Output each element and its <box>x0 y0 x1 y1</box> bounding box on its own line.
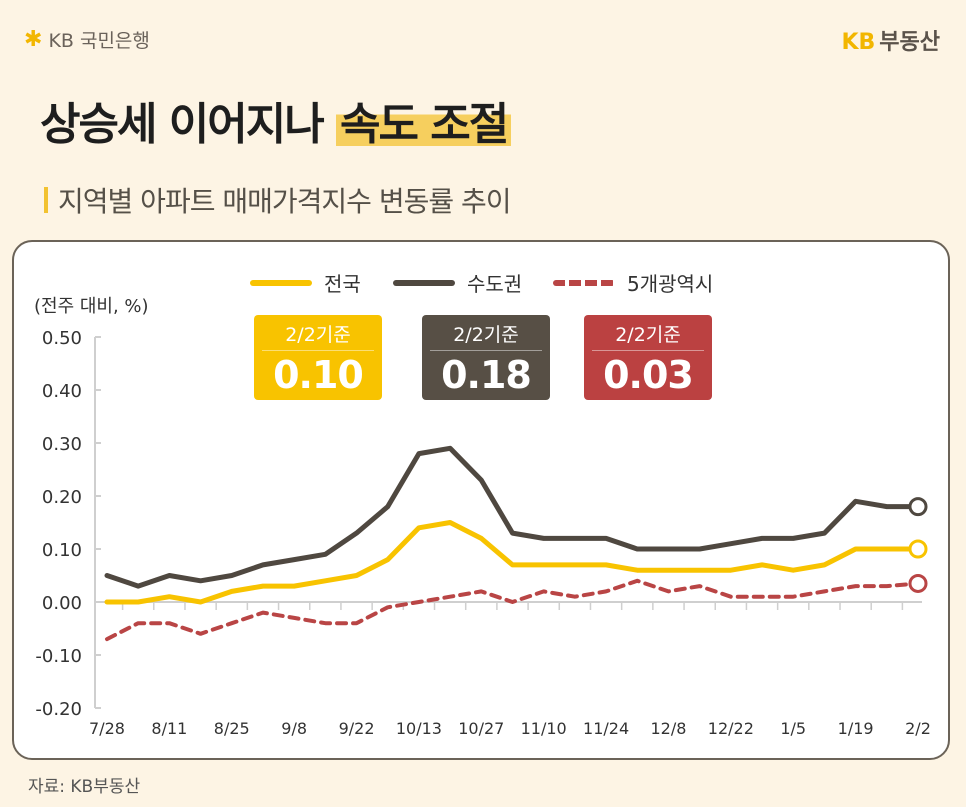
legend-swatch-metro5 <box>553 279 615 286</box>
legend-capital: 수도권 <box>393 268 522 297</box>
badge-label: 2/2기준 <box>262 320 374 351</box>
kb-star-icon: ✱ <box>24 27 43 52</box>
series-end-marker-0 <box>908 539 928 559</box>
series-line-1 <box>104 445 921 589</box>
legend-label: 5개광역시 <box>627 272 714 296</box>
x-tick-label: 11/10 <box>521 719 567 738</box>
x-tick-label: 10/27 <box>458 719 504 738</box>
x-tick-label: 8/25 <box>214 719 250 738</box>
series-line-2 <box>105 578 920 642</box>
x-tick-label: 7/28 <box>89 719 125 738</box>
badge-value: 0.18 <box>441 353 532 397</box>
kb-real-estate-logo: KB 부동산 <box>841 24 940 56</box>
source-note: 자료: KB부동산 <box>28 777 141 797</box>
badge-value: 0.03 <box>603 353 694 397</box>
y-tick-label: -0.20 <box>35 699 82 720</box>
bank-logo-text: KB 국민은행 <box>48 30 150 52</box>
chart-subtitle: 지역별 아파트 매매가격지수 변동률 추이 <box>44 180 512 220</box>
y-tick-label: 0.40 <box>42 381 82 402</box>
badge-capital: 2/2기준 0.18 <box>422 315 550 400</box>
title-plain: 상승세 이어지나 <box>40 99 325 150</box>
x-tick-label: 2/2 <box>905 719 931 738</box>
x-tick-label: 12/8 <box>650 719 686 738</box>
y-tick-label: 0.30 <box>42 434 82 455</box>
x-tick-label: 10/13 <box>396 719 442 738</box>
legend-metro5: 5개광역시 <box>553 268 713 297</box>
legend-label: 수도권 <box>467 272 523 296</box>
series-end-marker-1 <box>908 497 928 517</box>
badge-metro5: 2/2기준 0.03 <box>584 315 712 400</box>
brand-kb: KB <box>841 30 876 55</box>
badge-value: 0.10 <box>273 353 364 397</box>
x-tick-label: 1/19 <box>838 719 874 738</box>
brand-text: 부동산 <box>879 30 940 55</box>
x-tick-label: 9/8 <box>281 719 307 738</box>
series-line-0 <box>104 520 921 605</box>
legend-label: 전국 <box>324 272 361 296</box>
series-end-marker-2 <box>908 573 928 593</box>
subtitle-text: 지역별 아파트 매매가격지수 변동률 추이 <box>58 185 512 218</box>
badge-national: 2/2기준 0.10 <box>254 315 382 400</box>
y-tick-label: 0.10 <box>42 540 82 561</box>
y-tick-label: -0.10 <box>35 646 82 667</box>
x-tick-label: 9/22 <box>339 719 375 738</box>
y-tick-label: 0.00 <box>42 593 82 614</box>
y-tick-label: 0.50 <box>42 328 82 349</box>
x-tick-label: 11/24 <box>583 719 629 738</box>
y-tick-label: 0.20 <box>42 487 82 508</box>
title-highlight: 속도 조절 <box>336 99 512 150</box>
badge-label: 2/2기준 <box>430 320 542 351</box>
kb-kookmin-bank-logo: ✱ KB 국민은행 <box>24 26 150 53</box>
legend-swatch-national <box>250 279 312 286</box>
page-title: 상승세 이어지나 속도 조절 <box>40 88 512 152</box>
legend-national: 전국 <box>250 268 361 297</box>
accent-bar <box>44 187 48 213</box>
x-tick-label: 8/11 <box>151 719 187 738</box>
x-tick-label: 12/22 <box>708 719 754 738</box>
badge-label: 2/2기준 <box>592 320 704 351</box>
x-tick-label: 1/5 <box>780 719 806 738</box>
y-unit-label: (전주 대비, %) <box>34 296 149 317</box>
legend-swatch-capital <box>393 279 455 286</box>
